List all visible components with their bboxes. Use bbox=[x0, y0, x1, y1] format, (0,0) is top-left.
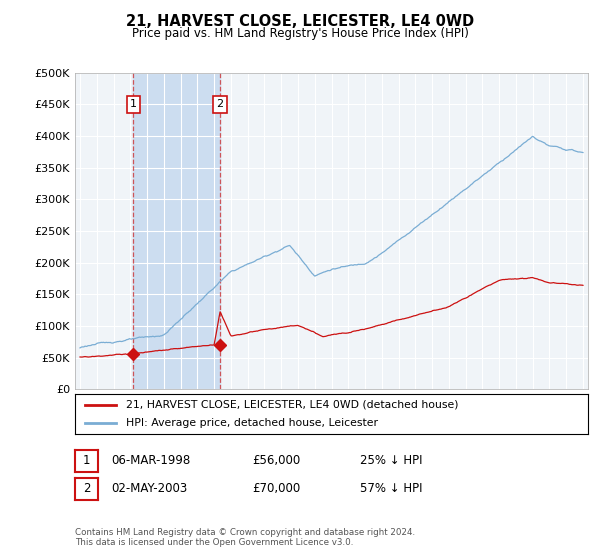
Text: 21, HARVEST CLOSE, LEICESTER, LE4 0WD: 21, HARVEST CLOSE, LEICESTER, LE4 0WD bbox=[126, 14, 474, 29]
Text: £56,000: £56,000 bbox=[252, 454, 300, 468]
Bar bbox=[133, 73, 220, 389]
Text: 02-MAY-2003: 02-MAY-2003 bbox=[111, 482, 187, 496]
Text: 25% ↓ HPI: 25% ↓ HPI bbox=[360, 454, 422, 468]
Text: 2: 2 bbox=[217, 100, 224, 109]
Text: 06-MAR-1998: 06-MAR-1998 bbox=[111, 454, 190, 468]
Text: Contains HM Land Registry data © Crown copyright and database right 2024.
This d: Contains HM Land Registry data © Crown c… bbox=[75, 528, 415, 547]
Text: 1: 1 bbox=[130, 100, 137, 109]
Text: 2: 2 bbox=[83, 482, 90, 496]
Text: Price paid vs. HM Land Registry's House Price Index (HPI): Price paid vs. HM Land Registry's House … bbox=[131, 27, 469, 40]
Text: 1: 1 bbox=[83, 454, 90, 468]
Text: £70,000: £70,000 bbox=[252, 482, 300, 496]
Text: 57% ↓ HPI: 57% ↓ HPI bbox=[360, 482, 422, 496]
Text: HPI: Average price, detached house, Leicester: HPI: Average price, detached house, Leic… bbox=[127, 418, 379, 428]
Text: 21, HARVEST CLOSE, LEICESTER, LE4 0WD (detached house): 21, HARVEST CLOSE, LEICESTER, LE4 0WD (d… bbox=[127, 400, 459, 410]
